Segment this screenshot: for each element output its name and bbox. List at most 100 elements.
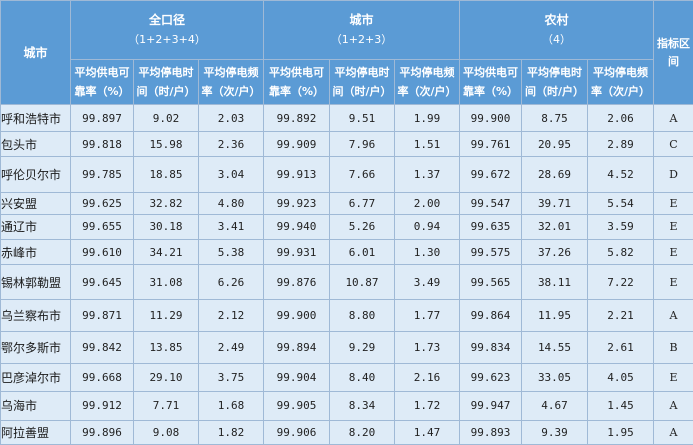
total-outage-frequency-cell: 2.03: [198, 103, 264, 133]
table-row: 呼和浩特市 99.897 9.02 2.03 99.892 9.51 1.99 99.900 8…: [0, 103, 693, 133]
header-group-rural-subtitle: （4）: [542, 33, 571, 46]
header-grade: 指标区间: [653, 0, 693, 105]
header-metric-outage-frequency: 平均停电频率（次/户）: [394, 59, 460, 105]
header-group-urban-subtitle: （1+2+3）: [330, 33, 393, 46]
table-row: 巴彦淖尔市 99.668 29.10 3.75 99.904 8.40 2.16 99.623…: [0, 362, 693, 393]
urban-outage-frequency-cell: 2.16: [394, 362, 460, 393]
rural-reliability-cell: 99.565: [459, 264, 522, 301]
grade-cell: E: [653, 191, 693, 215]
header-metric-outage-frequency: 平均停电频率（次/户）: [587, 59, 654, 105]
urban-outage-frequency-cell: 1.37: [394, 155, 460, 193]
header-group-rural-title: 农村: [544, 13, 569, 27]
urban-outage-frequency-cell: 0.94: [394, 213, 460, 241]
header-metric-reliability: 平均供电可靠率（%）: [70, 59, 134, 105]
urban-outage-time-cell: 6.77: [329, 191, 395, 215]
table-row: 呼伦贝尔市 99.785 18.85 3.04 99.913 7.66 1.37 99.672…: [0, 155, 693, 193]
total-outage-time-cell: 31.08: [133, 264, 199, 301]
rural-outage-frequency-cell: 3.59: [587, 213, 654, 241]
total-outage-frequency-cell: 1.82: [198, 419, 264, 445]
urban-reliability-cell: 99.909: [263, 131, 330, 157]
urban-outage-frequency-cell: 1.73: [394, 330, 460, 364]
rural-reliability-cell: 99.575: [459, 239, 522, 266]
total-outage-time-cell: 9.02: [133, 103, 199, 133]
urban-reliability-cell: 99.892: [263, 103, 330, 133]
urban-reliability-cell: 99.905: [263, 391, 330, 421]
total-outage-time-cell: 9.08: [133, 419, 199, 445]
city-cell: 巴彦淖尔市: [0, 362, 71, 393]
header-city: 城市: [0, 0, 71, 105]
urban-outage-frequency-cell: 1.51: [394, 131, 460, 157]
urban-outage-frequency-cell: 2.00: [394, 191, 460, 215]
rural-outage-time-cell: 4.67: [521, 391, 588, 421]
city-cell: 赤峰市: [0, 239, 71, 266]
urban-outage-time-cell: 7.66: [329, 155, 395, 193]
total-outage-frequency-cell: 6.26: [198, 264, 264, 301]
total-outage-frequency-cell: 1.68: [198, 391, 264, 421]
total-reliability-cell: 99.912: [70, 391, 134, 421]
rural-outage-time-cell: 11.95: [521, 299, 588, 332]
total-reliability-cell: 99.818: [70, 131, 134, 157]
header-group-total-title: 全口径: [148, 13, 185, 27]
total-outage-time-cell: 32.82: [133, 191, 199, 215]
total-outage-time-cell: 13.85: [133, 330, 199, 364]
total-outage-time-cell: 34.21: [133, 239, 199, 266]
city-cell: 兴安盟: [0, 191, 71, 215]
table-row: 赤峰市 99.610 34.21 5.38 99.931 6.01 1.30 99.575 37…: [0, 239, 693, 266]
total-outage-frequency-cell: 3.75: [198, 362, 264, 393]
grade-cell: A: [653, 419, 693, 445]
grade-cell: A: [653, 103, 693, 133]
rural-outage-frequency-cell: 2.21: [587, 299, 654, 332]
total-reliability-cell: 99.668: [70, 362, 134, 393]
urban-outage-time-cell: 9.29: [329, 330, 395, 364]
rural-outage-frequency-cell: 1.95: [587, 419, 654, 445]
grade-cell: E: [653, 239, 693, 266]
rural-reliability-cell: 99.893: [459, 419, 522, 445]
urban-reliability-cell: 99.923: [263, 191, 330, 215]
rural-reliability-cell: 99.547: [459, 191, 522, 215]
city-cell: 包头市: [0, 131, 71, 157]
urban-outage-frequency-cell: 1.99: [394, 103, 460, 133]
urban-reliability-cell: 99.900: [263, 299, 330, 332]
urban-outage-time-cell: 5.26: [329, 213, 395, 241]
city-cell: 阿拉善盟: [0, 419, 71, 445]
city-cell: 鄂尔多斯市: [0, 330, 71, 364]
header-group-total-subtitle: （1+2+3+4）: [128, 33, 206, 46]
total-reliability-cell: 99.842: [70, 330, 134, 364]
grade-cell: E: [653, 213, 693, 241]
table-row: 通辽市 99.655 30.18 3.41 99.940 5.26 0.94 99.635 32…: [0, 213, 693, 241]
header-metric-reliability: 平均供电可靠率（%）: [263, 59, 330, 105]
total-outage-time-cell: 30.18: [133, 213, 199, 241]
grade-cell: E: [653, 362, 693, 393]
urban-outage-time-cell: 8.80: [329, 299, 395, 332]
header-metric-outage-time: 平均停电时间（时/户）: [133, 59, 199, 105]
header-metric-outage-time: 平均停电时间（时/户）: [521, 59, 588, 105]
rural-outage-time-cell: 8.75: [521, 103, 588, 133]
grade-cell: A: [653, 391, 693, 421]
rural-outage-time-cell: 37.26: [521, 239, 588, 266]
urban-outage-frequency-cell: 1.77: [394, 299, 460, 332]
urban-reliability-cell: 99.876: [263, 264, 330, 301]
rural-outage-frequency-cell: 2.89: [587, 131, 654, 157]
total-outage-time-cell: 11.29: [133, 299, 199, 332]
rural-outage-frequency-cell: 4.52: [587, 155, 654, 193]
header-metric-outage-frequency: 平均停电频率（次/户）: [198, 59, 264, 105]
city-cell: 呼伦贝尔市: [0, 155, 71, 193]
urban-outage-time-cell: 10.87: [329, 264, 395, 301]
urban-reliability-cell: 99.904: [263, 362, 330, 393]
grade-cell: A: [653, 299, 693, 332]
table-row: 乌海市 99.912 7.71 1.68 99.905 8.34 1.72 99.947 4.6…: [0, 391, 693, 421]
total-reliability-cell: 99.897: [70, 103, 134, 133]
total-outage-frequency-cell: 2.12: [198, 299, 264, 332]
rural-outage-time-cell: 32.01: [521, 213, 588, 241]
urban-outage-frequency-cell: 1.47: [394, 419, 460, 445]
grade-cell: E: [653, 264, 693, 301]
urban-outage-time-cell: 8.34: [329, 391, 395, 421]
total-reliability-cell: 99.871: [70, 299, 134, 332]
city-cell: 乌海市: [0, 391, 71, 421]
urban-outage-time-cell: 9.51: [329, 103, 395, 133]
city-cell: 乌兰察布市: [0, 299, 71, 332]
urban-outage-time-cell: 8.40: [329, 362, 395, 393]
table-row: 包头市 99.818 15.98 2.36 99.909 7.96 1.51 99.761 20…: [0, 131, 693, 157]
header-group-rural: 农村 （4）: [459, 0, 654, 60]
